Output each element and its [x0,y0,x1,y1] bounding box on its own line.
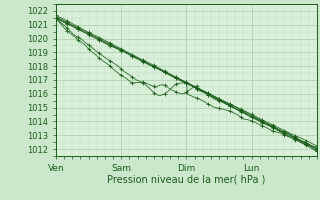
X-axis label: Pression niveau de la mer( hPa ): Pression niveau de la mer( hPa ) [107,174,266,184]
